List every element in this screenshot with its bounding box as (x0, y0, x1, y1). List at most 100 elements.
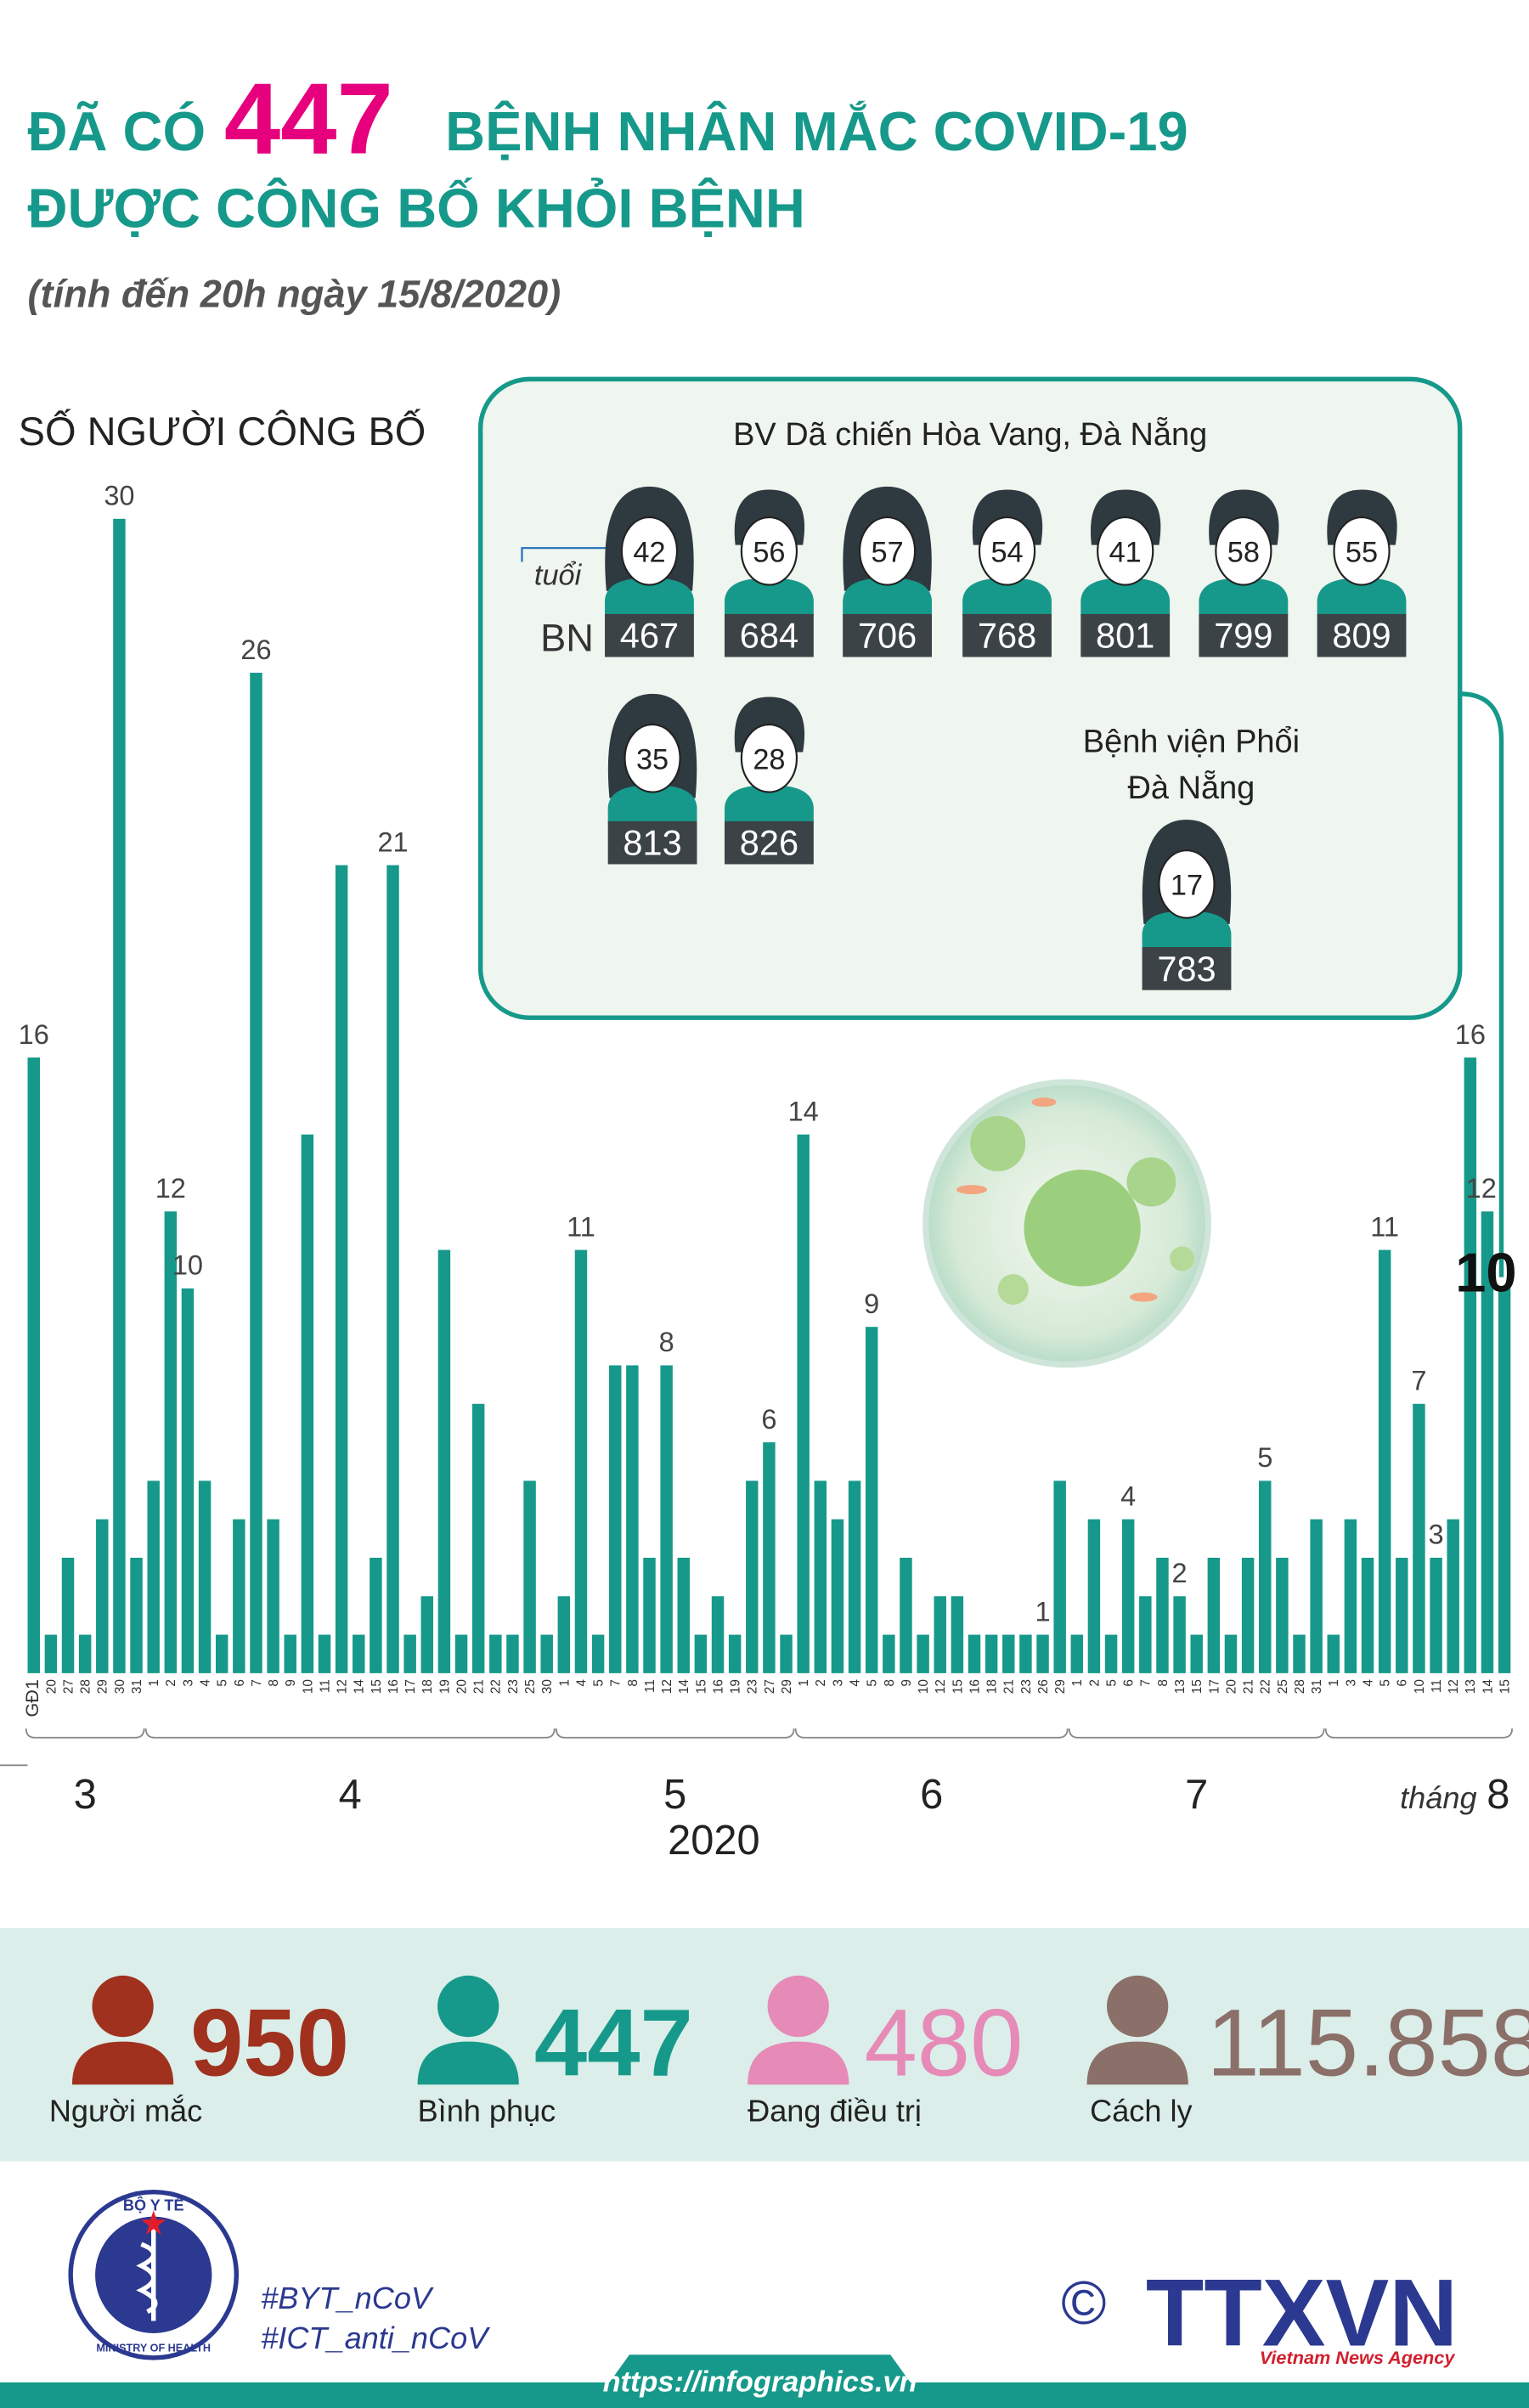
data-label: 11 (567, 1211, 595, 1242)
stat-value: 950 (190, 1989, 349, 2095)
patient-id-box (725, 821, 814, 865)
callout-box (477, 376, 1463, 1020)
bar (1464, 1057, 1477, 1673)
shoulders (962, 578, 1052, 616)
x-tick-label: 1 (1070, 1679, 1085, 1687)
bar (1344, 1519, 1357, 1673)
bar (420, 1596, 434, 1673)
shoulders (843, 578, 932, 616)
stat-label: Đang điều trị (748, 2094, 922, 2129)
bar (454, 1634, 468, 1673)
x-tick-label: 4 (1361, 1679, 1375, 1687)
data-label: 16 (19, 1019, 49, 1050)
x-tick-label: 12 (336, 1679, 350, 1694)
x-tick-label: 18 (420, 1679, 435, 1694)
x-tick-label: 2 (814, 1679, 828, 1687)
bar (1173, 1596, 1186, 1673)
month-label: 6 (920, 1772, 943, 1818)
patient-age: 17 (1171, 870, 1203, 902)
data-label: 26 (240, 634, 271, 665)
bar (1224, 1634, 1238, 1673)
age-pointer (521, 547, 622, 562)
x-tick-label: 18 (985, 1679, 1000, 1694)
month-label: 7 (1185, 1772, 1208, 1818)
month-bracket (1324, 1728, 1514, 1739)
stat-value: 480 (864, 1989, 1023, 2095)
bar (130, 1557, 143, 1673)
bar (1156, 1557, 1169, 1673)
stat-label: Bình phục (418, 2094, 556, 2129)
patient: 54 768 (962, 489, 1052, 657)
data-label: 7 (1411, 1366, 1426, 1396)
title-line2: ĐƯỢC CÔNG BỐ KHỎI BỆNH (28, 177, 805, 239)
patient-id: 809 (1332, 616, 1391, 656)
bar (951, 1596, 964, 1673)
shoulders (605, 578, 694, 616)
patient-id: 768 (978, 616, 1036, 656)
stat-icon-head (92, 1975, 154, 2038)
patient-age: 41 (1109, 536, 1142, 568)
bar (797, 1134, 810, 1673)
x-tick-label: 14 (677, 1679, 691, 1695)
hospital-name: Bệnh viện Phổi (1083, 725, 1300, 760)
stat-value: 115.858 (1206, 1989, 1529, 2095)
x-tick-label: 21 (472, 1679, 487, 1694)
patient-id-box (605, 613, 694, 657)
bar (814, 1480, 827, 1673)
bar (985, 1634, 998, 1673)
data-label: 16 (1455, 1019, 1486, 1050)
hospital-name: BV Dã chiến Hòa Vang, Đà Nẵng (733, 415, 1207, 453)
hashtag: #BYT_nCoV (261, 2281, 434, 2315)
id-label: BN (540, 616, 594, 659)
face (1215, 516, 1272, 586)
bar (1053, 1480, 1066, 1673)
x-tick-label: 10 (301, 1679, 315, 1694)
bar (250, 673, 262, 1673)
agency: TTXVN (1146, 2259, 1458, 2366)
bar (711, 1596, 725, 1673)
x-tick-label: 31 (130, 1679, 144, 1694)
bar (557, 1596, 571, 1673)
x-tick-label: 25 (523, 1679, 538, 1694)
patient: 28 826 (725, 696, 814, 865)
x-tick-label: 12 (934, 1679, 948, 1694)
x-tick-label: 28 (79, 1679, 93, 1694)
x-tick-label: 5 (216, 1679, 230, 1687)
x-tick-label: 11 (318, 1679, 332, 1693)
bar (1241, 1557, 1255, 1673)
patient-id-box (725, 613, 814, 657)
title-number: 447 (224, 63, 393, 176)
x-tick-label: 10 (917, 1679, 931, 1694)
face (1097, 516, 1154, 586)
x-tick-label: 6 (1122, 1679, 1137, 1687)
bar (1327, 1634, 1340, 1673)
bar (1430, 1557, 1442, 1673)
hashtag: #ICT_anti_nCoV (261, 2321, 490, 2355)
x-tick-label: 31 (1310, 1679, 1324, 1694)
x-tick-label: 15 (1190, 1679, 1205, 1694)
stat-icon-head (1107, 1975, 1169, 2038)
x-tick-label: 29 (780, 1679, 794, 1694)
x-tick-label: 21 (1242, 1679, 1256, 1694)
x-tick-label: 14 (353, 1679, 367, 1695)
month-bracket (25, 1728, 145, 1739)
stat-icon-body (748, 2041, 849, 2085)
x-tick-label: 1 (797, 1679, 811, 1687)
bar (1498, 1288, 1511, 1673)
data-label: 2 (1172, 1558, 1188, 1588)
patient: 17 783 (1142, 820, 1232, 990)
bar (1361, 1557, 1374, 1673)
x-tick-label: 3 (181, 1679, 195, 1687)
month-label: 3 (74, 1772, 97, 1818)
patient: 35 813 (607, 693, 697, 865)
x-tick-label: 27 (763, 1679, 777, 1694)
data-label: 6 (761, 1404, 776, 1435)
bar (335, 865, 348, 1673)
bar (523, 1480, 536, 1673)
x-tick-label: 3 (831, 1679, 845, 1687)
patient-age: 35 (636, 743, 669, 775)
bar (113, 518, 126, 1673)
agency-en: Vietnam News Agency (1260, 2347, 1456, 2368)
x-tick-label: 29 (96, 1679, 110, 1694)
patient-id: 467 (620, 616, 679, 656)
